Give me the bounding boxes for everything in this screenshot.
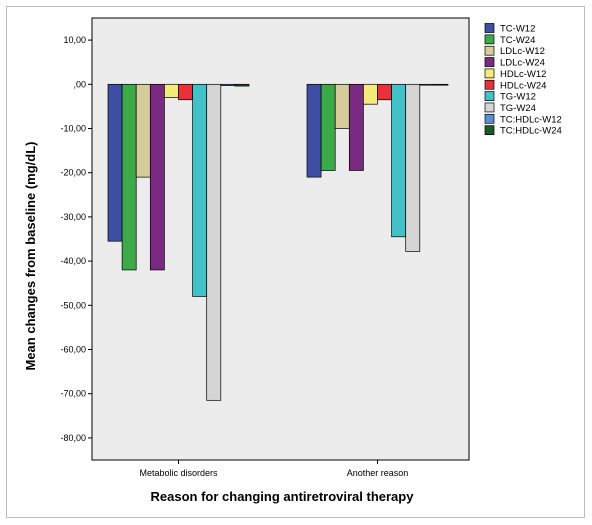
y-tick-label: -20,00 [60,168,86,178]
bar [433,83,449,86]
y-axis-title: Mean changes from baseline (mg/dL) [23,142,38,371]
bar [149,83,165,271]
y-tick-label: -80,00 [60,433,86,443]
bar [206,83,222,401]
bar [121,83,137,271]
x-tick-label: Metabolic disorders [139,468,218,478]
bars [107,83,449,401]
legend-swatch [484,57,495,67]
legend-label: TC-W12 [500,24,535,35]
legend-swatch [484,34,495,45]
y-axis: 10,00 ,00 -10,00 -20,00 -30,00 -40,00 -50,00 -6… [60,35,92,443]
bar [178,83,193,101]
y-tick-label: 10,00 [63,35,86,45]
y-tick-label: -70,00 [60,389,86,399]
legend-label: HDLc-W24 [500,80,546,91]
legend-swatch [484,113,495,124]
bar [320,83,336,171]
bar [220,83,236,86]
legend-swatch [484,68,495,79]
legend-swatch [484,23,495,33]
x-axis-title: Reason for changing antiretroviral thera… [151,489,415,504]
legend-swatch [484,45,495,56]
legend-label: LDLc-W12 [500,46,545,57]
bar [334,83,350,129]
y-tick-label: ,00 [73,79,86,89]
legend-swatch [484,91,495,101]
legend-label: LDLc-W24 [500,58,545,69]
legend-label: TC:HDLc-W12 [500,114,562,125]
x-tick-label: Another reason [347,468,409,478]
legend-label: TC-W24 [500,35,535,46]
legend-label: TG-W12 [500,92,536,103]
y-tick-label: -10,00 [60,124,86,134]
y-tick-label: -40,00 [60,256,86,266]
legend-label: TC:HDLc-W24 [500,126,562,137]
y-tick-label: -30,00 [60,212,86,222]
legend-swatch [484,102,495,113]
bar [192,83,208,297]
legend-swatch [484,125,495,136]
legend-label: TG-W24 [500,103,536,114]
x-axis: Metabolic disorders Another reason [139,460,408,478]
y-tick-label: -60,00 [60,345,86,355]
bar [419,83,435,86]
bar [363,83,378,105]
bar [348,83,364,171]
bar [405,83,421,252]
legend-swatch [484,79,495,90]
bar [107,83,123,242]
bar [164,83,179,98]
y-tick-label: -50,00 [60,300,86,310]
bar [306,83,322,178]
legend-label: HDLc-W12 [500,69,546,80]
bar [234,83,250,87]
bar [135,83,151,178]
bar [391,83,407,238]
bar [377,83,392,101]
legend: TC-W12TC-W24LDLc-W12LDLc-W24HDLc-W12HDLc… [484,23,562,137]
